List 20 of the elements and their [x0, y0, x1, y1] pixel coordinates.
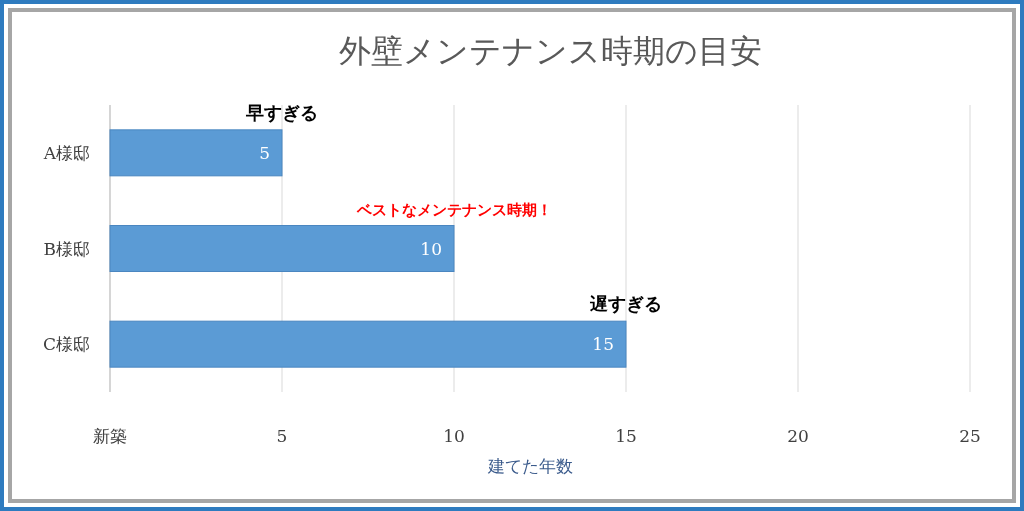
data-label: 10 [420, 238, 442, 259]
bar [109, 320, 627, 368]
data-label: 15 [592, 334, 614, 355]
annotation: 早すぎる [245, 101, 318, 123]
y-tick-label: B様邸 [43, 238, 90, 259]
y-tick-label: A様邸 [42, 142, 90, 163]
annotation: ベストなメンテナンス時期！ [355, 200, 552, 219]
y-tick-label: C様邸 [42, 334, 90, 355]
chart-title: 外壁メンテナンス時期の目安 [338, 32, 762, 70]
x-tick-label: 25 [959, 426, 981, 446]
data-label: 5 [259, 142, 270, 163]
annotation: 遅すぎる [589, 293, 662, 315]
bar [109, 129, 283, 177]
x-tick-label: 5 [276, 426, 288, 446]
x-tick-label: 新築 [93, 426, 127, 446]
x-tick-label: 15 [615, 426, 637, 446]
x-tick-label: 10 [443, 426, 465, 446]
x-axis-title: 建てた年数 [486, 456, 573, 476]
bar [109, 225, 455, 272]
x-tick-label: 20 [787, 426, 809, 446]
